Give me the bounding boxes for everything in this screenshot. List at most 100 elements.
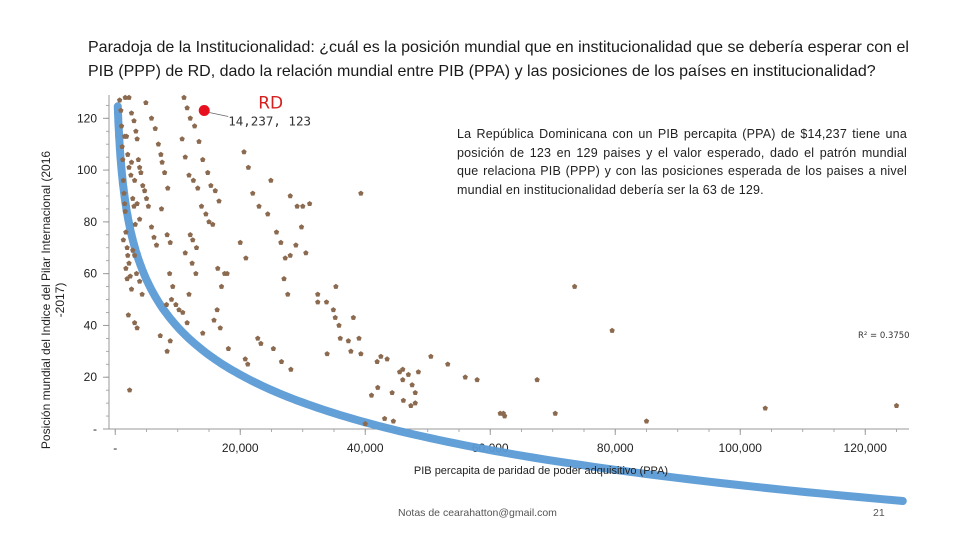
data-point — [415, 369, 422, 375]
data-point — [332, 314, 338, 320]
highlight-value-label: 14,237, 123 — [228, 114, 311, 129]
data-point — [218, 283, 225, 289]
data-point — [123, 265, 129, 271]
trendline-log — [113, 102, 907, 505]
footer-note: Notas de cearahatton@gmail.com — [398, 507, 557, 519]
data-point — [200, 156, 206, 162]
data-point — [324, 351, 330, 357]
data-point — [315, 299, 321, 305]
data-point — [552, 410, 558, 416]
data-point — [187, 115, 193, 121]
data-point — [281, 276, 287, 282]
data-point — [128, 286, 135, 292]
data-point — [173, 301, 179, 307]
data-point — [153, 242, 160, 248]
data-point — [243, 255, 249, 261]
data-point — [134, 136, 140, 142]
data-point — [348, 348, 354, 354]
y-tick-label: - — [93, 422, 97, 436]
data-point — [216, 198, 222, 204]
data-point — [205, 169, 211, 175]
data-point — [462, 374, 468, 380]
data-point — [400, 366, 406, 372]
data-point — [358, 190, 364, 196]
y-tick-label: 20 — [84, 370, 98, 384]
data-point — [345, 338, 352, 344]
data-point — [118, 123, 125, 129]
y-tick-label: 60 — [84, 267, 98, 281]
data-point — [131, 177, 138, 183]
data-point — [270, 345, 277, 352]
data-point — [389, 389, 395, 396]
data-point — [268, 177, 274, 183]
data-point — [241, 149, 247, 155]
data-point — [138, 169, 144, 175]
data-point — [151, 234, 157, 240]
data-point — [245, 164, 252, 170]
annotation-text: La República Dominicana con un PIB perca… — [457, 127, 907, 197]
data-point — [428, 353, 434, 359]
data-point — [125, 252, 131, 258]
data-point — [163, 301, 170, 307]
data-point — [203, 211, 209, 217]
data-point — [191, 123, 198, 129]
data-point — [893, 402, 900, 408]
data-point — [378, 353, 384, 359]
data-point — [408, 402, 414, 408]
data-point — [245, 361, 251, 367]
x-tick-label: - — [113, 441, 117, 455]
data-point — [184, 105, 190, 111]
data-point — [211, 317, 217, 323]
data-point — [237, 239, 243, 245]
data-point — [116, 97, 123, 103]
data-point — [225, 345, 232, 352]
data-point — [168, 296, 175, 302]
highlight-leader-line — [209, 112, 229, 117]
data-point — [176, 307, 182, 313]
data-point — [140, 182, 146, 188]
data-point — [293, 242, 299, 248]
data-point — [214, 307, 220, 313]
data-point — [132, 221, 138, 227]
data-points-group — [116, 94, 900, 427]
data-point — [501, 413, 508, 419]
data-point — [126, 387, 133, 393]
data-point — [186, 291, 192, 297]
y-tick-label: 80 — [84, 215, 98, 229]
data-point — [643, 418, 650, 424]
y-tick-label: 100 — [77, 163, 97, 177]
data-point — [323, 299, 330, 305]
data-point — [167, 239, 173, 245]
data-point — [148, 224, 155, 230]
data-point — [166, 270, 173, 276]
data-point — [126, 260, 132, 266]
data-point — [303, 250, 309, 256]
data-point — [198, 203, 205, 209]
data-point — [125, 312, 132, 318]
data-point — [212, 187, 218, 194]
data-point — [445, 361, 451, 367]
data-point — [210, 221, 216, 227]
data-point — [141, 187, 148, 194]
data-point — [333, 283, 339, 289]
data-point — [306, 200, 313, 207]
x-tick-label: 20,000 — [222, 441, 259, 455]
data-point — [130, 195, 136, 201]
data-point — [128, 172, 134, 178]
data-point — [128, 110, 135, 116]
data-point — [278, 239, 284, 245]
data-point — [412, 400, 418, 406]
x-tick-label: 40,000 — [347, 441, 384, 455]
data-point — [298, 224, 305, 230]
highlight-label: RD — [258, 94, 283, 114]
data-point — [287, 252, 293, 258]
data-point — [131, 252, 138, 258]
y-tick-label: 120 — [77, 111, 97, 125]
data-point — [184, 320, 190, 326]
data-point — [195, 185, 201, 191]
data-point — [130, 247, 136, 253]
data-point — [181, 94, 187, 100]
data-point — [179, 136, 185, 142]
data-point — [288, 366, 294, 372]
data-point — [133, 270, 140, 276]
